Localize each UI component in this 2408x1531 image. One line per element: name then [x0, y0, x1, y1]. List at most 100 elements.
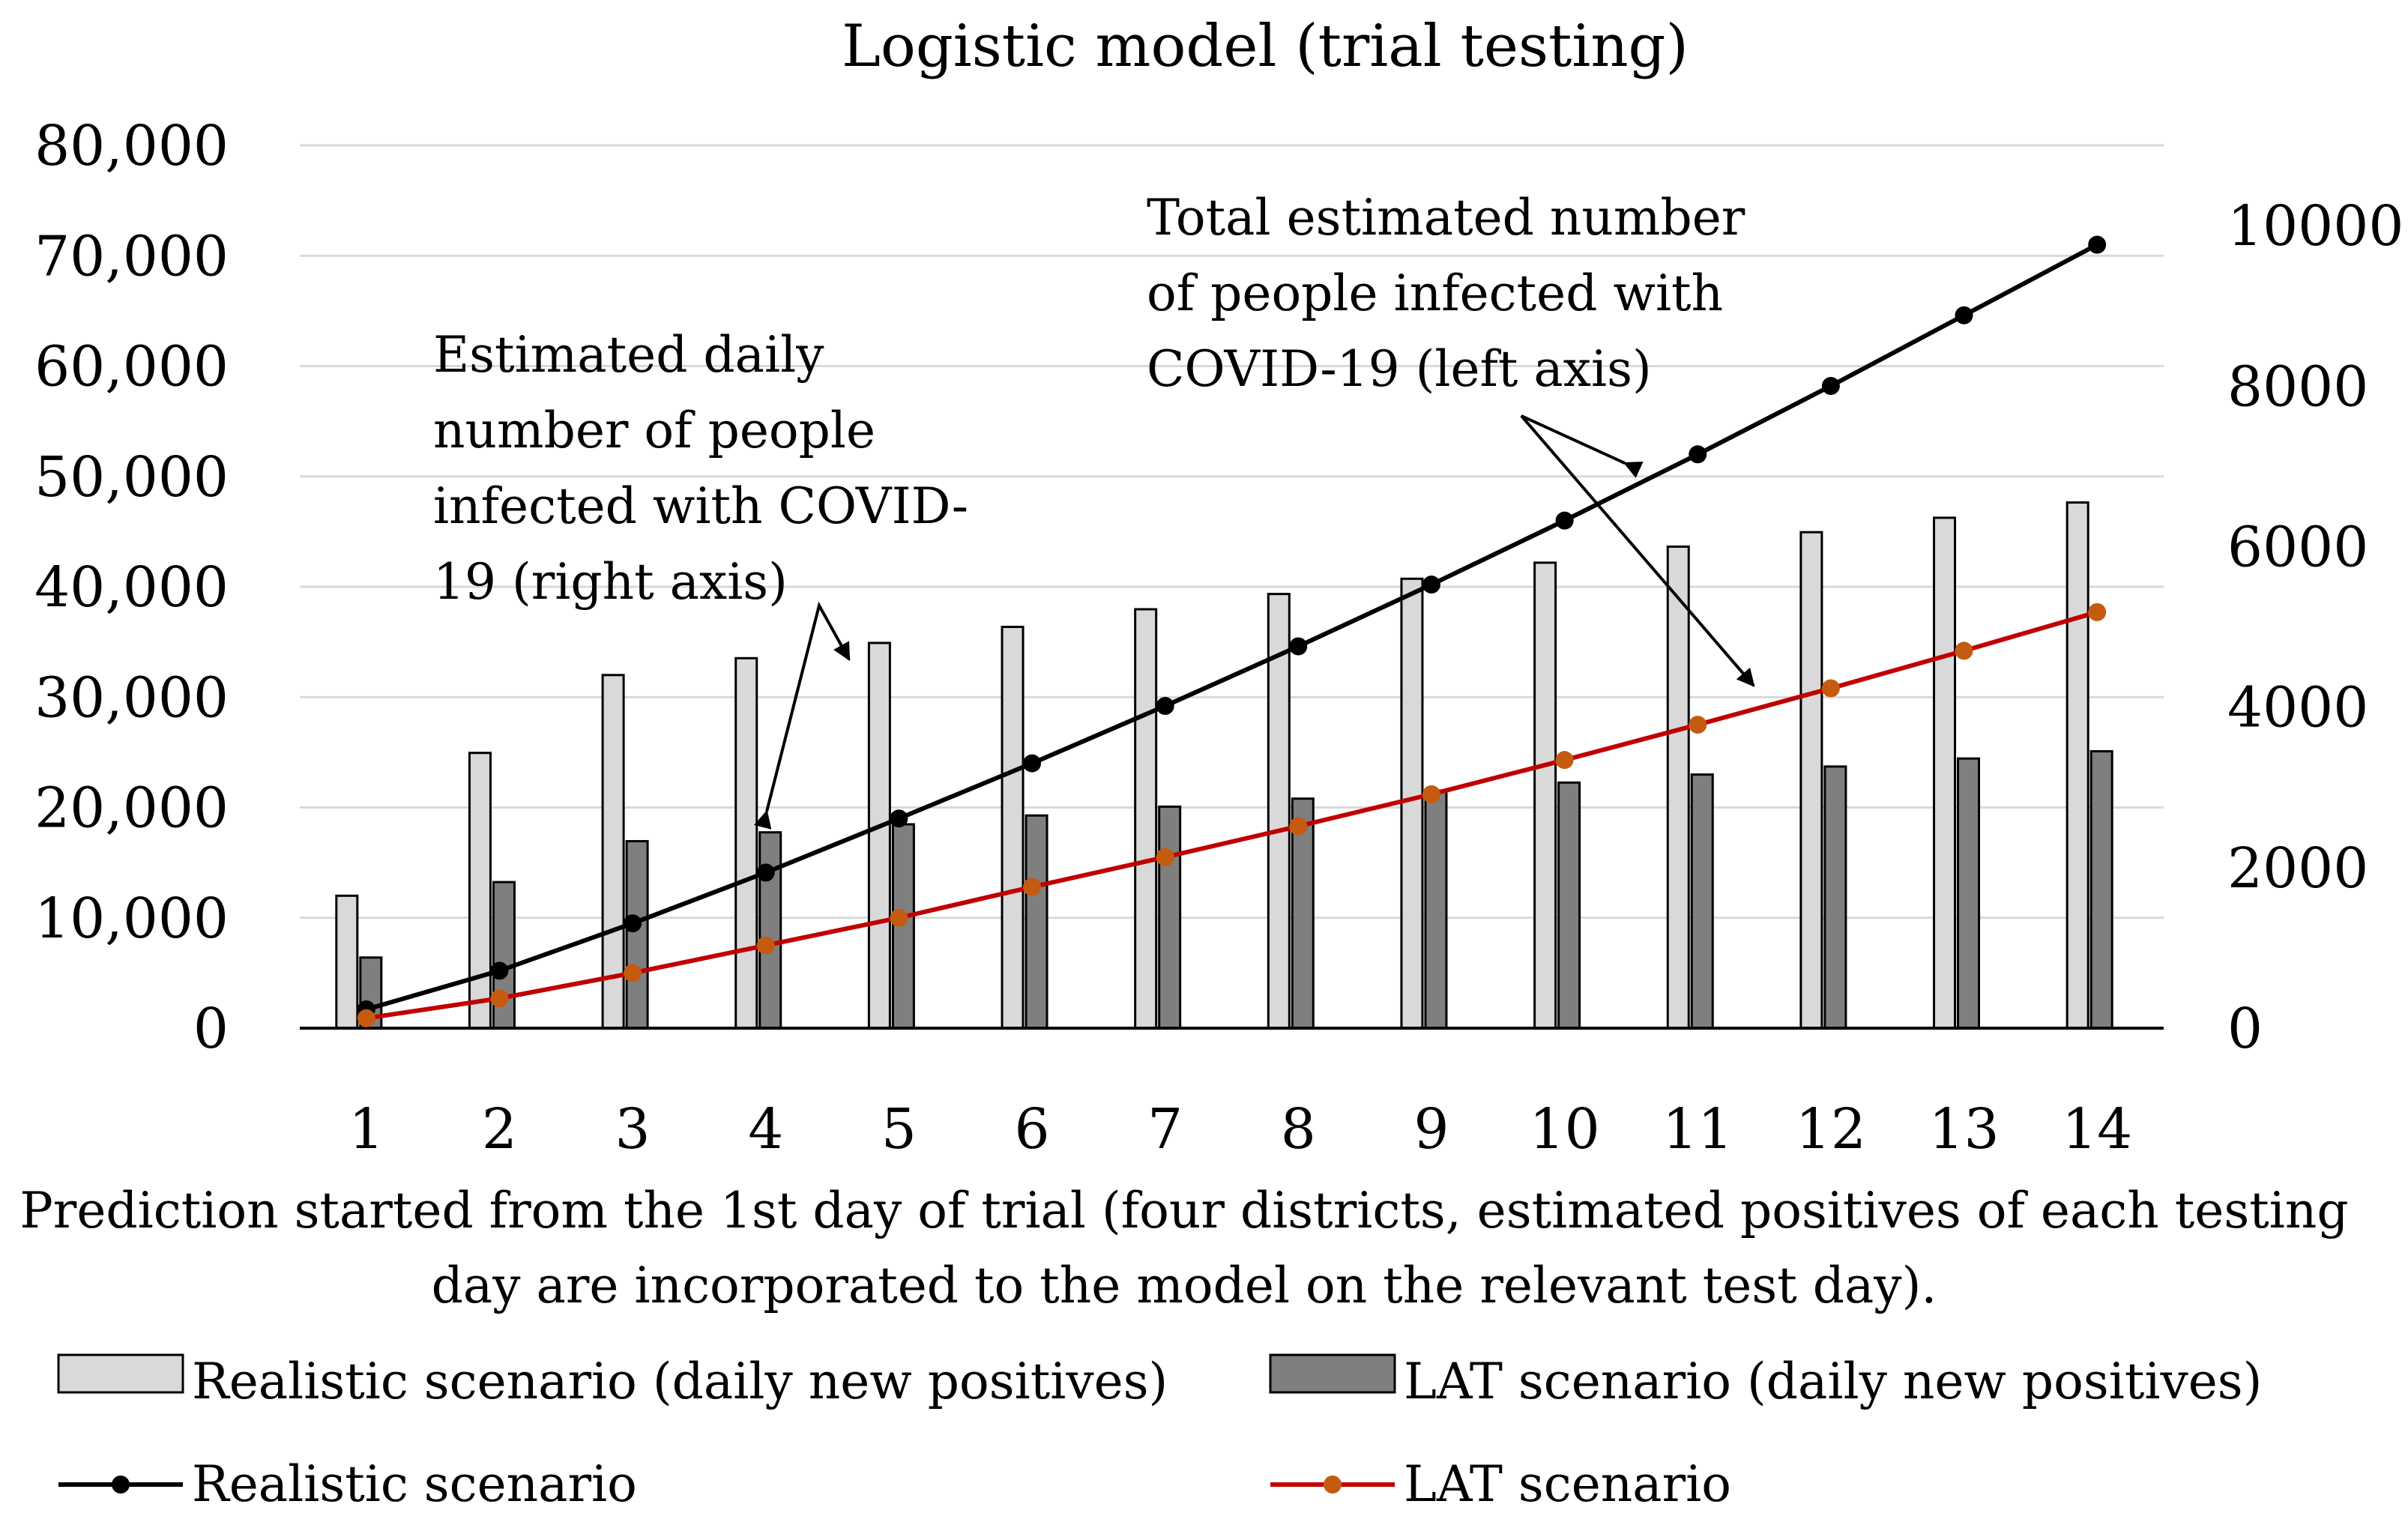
annotation-daily-text: infected with COVID- — [433, 477, 968, 535]
left-tick-label: 10,000 — [34, 887, 229, 951]
line-point — [1156, 848, 1174, 866]
left-tick-label: 60,000 — [34, 335, 229, 399]
line-point — [756, 863, 775, 882]
line-series — [357, 235, 2107, 1027]
left-tick-label: 70,000 — [34, 224, 229, 289]
x-tick-label: 9 — [1413, 1097, 1449, 1162]
bar — [1957, 757, 1981, 1030]
x-tick-label: 11 — [1662, 1097, 1733, 1162]
bar — [1933, 516, 1957, 1030]
line-point — [2088, 235, 2107, 254]
chart-title: Logistic model (trial testing) — [842, 13, 1689, 80]
line-point — [1555, 511, 1574, 530]
bar — [867, 641, 891, 1030]
bar — [1001, 626, 1025, 1030]
bar — [625, 839, 649, 1030]
bar — [734, 656, 758, 1030]
bar — [1424, 789, 1448, 1030]
annotation-daily-text: number of people — [433, 402, 875, 459]
legend-label: LAT scenario — [1404, 1455, 1731, 1513]
line-point — [890, 809, 908, 828]
right-tick-label: 6000 — [2227, 515, 2368, 579]
x-tick-label: 14 — [2062, 1097, 2132, 1162]
left-tick-label: 30,000 — [34, 665, 229, 730]
bar-series — [335, 501, 2113, 1030]
bar — [1025, 814, 1048, 1030]
right-tick-label: 4000 — [2227, 676, 2368, 740]
annotation-total-arrow — [1520, 414, 1755, 687]
right-tick-label: 8000 — [2227, 354, 2368, 419]
line-point — [1023, 754, 1042, 773]
x-tick-label: 8 — [1281, 1097, 1316, 1162]
line-point — [1689, 445, 1707, 464]
x-tick-label: 4 — [748, 1097, 783, 1162]
x-tick-label: 12 — [1796, 1097, 1866, 1162]
x-axis-label-line: day are incorporated to the model on the… — [432, 1257, 1937, 1314]
line-point — [490, 989, 509, 1008]
x-tick-label: 7 — [1147, 1097, 1183, 1162]
legend-swatch — [1269, 1353, 1396, 1394]
line-point — [1289, 637, 1308, 656]
bar — [1158, 805, 1182, 1030]
x-tick-label: 1 — [348, 1097, 384, 1162]
bar — [2089, 750, 2113, 1030]
line-point — [624, 914, 642, 933]
legend: Realistic scenario (daily new positives)… — [57, 1353, 2262, 1513]
annotations: Estimated daily number of people infected … — [433, 189, 1755, 830]
bar — [1400, 577, 1424, 1030]
legend-swatch — [57, 1353, 184, 1394]
x-tick-label: 13 — [1928, 1097, 1999, 1162]
legend-marker — [112, 1476, 130, 1494]
right-tick-label: 2000 — [2227, 836, 2368, 901]
line-point — [1955, 306, 1973, 324]
line-point — [357, 1009, 375, 1027]
line-point — [1689, 716, 1707, 734]
series-line — [365, 242, 2098, 1012]
annotation-daily-arrow — [754, 601, 851, 830]
line-point — [2088, 603, 2107, 621]
annotation-total-text: Total estimated number — [1147, 189, 1745, 247]
annotation-total-text: COVID-19 (left axis) — [1147, 340, 1652, 398]
left-tick-label: 40,000 — [34, 555, 229, 620]
line-point — [1289, 817, 1308, 836]
right-tick-label: 0 — [2227, 997, 2263, 1061]
bar — [1690, 773, 1714, 1030]
right-axis-ticks: 0 2000 4000 6000 8000 10000 — [2227, 194, 2404, 1061]
bar — [1823, 765, 1847, 1030]
left-tick-label: 80,000 — [34, 114, 229, 178]
x-tick-label: 6 — [1014, 1097, 1049, 1162]
bar — [1267, 593, 1291, 1030]
series-line — [366, 609, 2098, 1021]
line-point — [1821, 377, 1840, 396]
line-point — [1555, 751, 1574, 770]
line-point — [1156, 697, 1174, 716]
x-tick-label: 5 — [881, 1097, 917, 1162]
left-tick-label: 20,000 — [34, 776, 229, 841]
x-axis-ticks: 1 2 3 4 5 6 7 8 9 10 11 12 13 14 — [348, 1097, 2132, 1162]
line-point — [756, 936, 775, 955]
line-point — [1422, 576, 1440, 594]
line-point — [624, 964, 642, 982]
bar — [468, 752, 492, 1030]
bar — [335, 894, 359, 1030]
line-point — [1023, 878, 1042, 896]
x-axis-label-line: Prediction started from the 1st day of t… — [19, 1182, 2348, 1239]
line-point — [490, 961, 509, 980]
annotation-daily-text: 19 (right axis) — [433, 553, 788, 611]
bar — [1666, 545, 1690, 1030]
legend-label: LAT scenario (daily new positives) — [1404, 1353, 2262, 1410]
bar — [2065, 501, 2089, 1030]
line-point — [1821, 679, 1840, 698]
bar — [601, 674, 625, 1030]
left-tick-label: 50,000 — [34, 445, 229, 510]
bar — [1799, 531, 1823, 1030]
x-axis-label: Prediction started from the 1st day of t… — [19, 1182, 2348, 1314]
annotation-daily-text: Estimated daily — [433, 326, 824, 384]
bar — [1533, 561, 1557, 1030]
bar — [1134, 608, 1158, 1030]
left-tick-label: 0 — [193, 997, 229, 1061]
line-point — [890, 908, 908, 927]
right-tick-label: 10000 — [2227, 194, 2404, 259]
bar — [1557, 781, 1581, 1030]
